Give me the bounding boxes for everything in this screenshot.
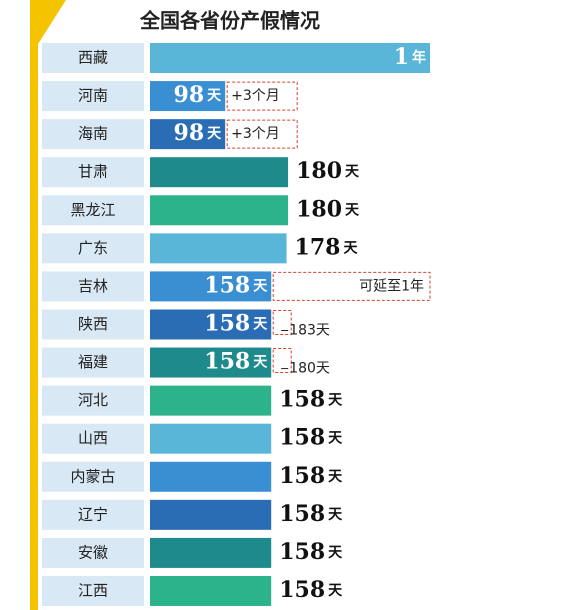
- note: 183天: [289, 322, 330, 338]
- note-box: [272, 309, 292, 335]
- category-box: [42, 347, 144, 378]
- category-box: [42, 575, 144, 606]
- note: +3个月: [231, 88, 280, 104]
- category-box: [42, 43, 144, 73]
- bar: [150, 271, 272, 302]
- note-box: [272, 348, 292, 374]
- note: +3个月: [231, 126, 280, 142]
- category-box: [42, 499, 144, 530]
- category-box: [42, 119, 144, 150]
- note-box: [226, 81, 298, 111]
- category-label: 安徽: [78, 543, 108, 561]
- chart-title: 全国各省份产假情况: [139, 9, 320, 33]
- category-box: [42, 195, 144, 226]
- bar: [150, 423, 272, 454]
- corner-triangle: [30, 0, 66, 44]
- category-label: 河南: [78, 87, 108, 105]
- category-box: [42, 233, 144, 264]
- category-box: [42, 461, 144, 492]
- category-label: 吉林: [78, 277, 108, 295]
- category-label: 内蒙古: [70, 467, 115, 485]
- note-box: [272, 271, 431, 301]
- note: 可延至1年: [359, 278, 424, 294]
- value-label: 98 天: [174, 120, 223, 146]
- value-label: 158 天: [279, 539, 343, 565]
- category-label: 甘肃: [78, 163, 108, 181]
- bar: [150, 347, 272, 378]
- value-label: 158 天: [279, 463, 343, 489]
- value-label: 180 天: [296, 196, 360, 222]
- category-box: [42, 157, 144, 188]
- category-label: 江西: [78, 581, 108, 599]
- bar: [150, 157, 289, 188]
- bar: [150, 119, 226, 150]
- category-label: 辽宁: [78, 505, 108, 523]
- note: 180天: [289, 361, 330, 377]
- value-label: 180 天: [296, 158, 360, 184]
- note-box: [226, 119, 298, 149]
- value-label: 158 天: [279, 425, 343, 451]
- value-label: 158 天: [279, 501, 343, 527]
- bar: [150, 461, 272, 492]
- category-label: 海南: [78, 125, 108, 143]
- bar: [150, 575, 272, 606]
- category-label: 广东: [78, 239, 108, 257]
- value-label: 158 天: [279, 577, 343, 603]
- value-label: 158 天: [204, 310, 268, 336]
- value-label: 98 天: [174, 82, 223, 108]
- bar: [150, 385, 272, 416]
- category-box: [42, 423, 144, 454]
- category-label: 西藏: [78, 49, 108, 67]
- bar: [150, 43, 430, 73]
- category-label: 陕西: [78, 315, 108, 333]
- category-label: 黑龙江: [70, 201, 115, 219]
- category-label: 山西: [78, 429, 108, 447]
- category-box: [42, 309, 144, 340]
- bar: [150, 195, 289, 226]
- category-label: 福建: [78, 353, 108, 371]
- category-box: [42, 537, 144, 568]
- value-label: 158 天: [279, 387, 343, 413]
- category-box: [42, 385, 144, 416]
- value-label: 178 天: [295, 234, 359, 260]
- bar: [150, 81, 226, 112]
- category-box: [42, 81, 144, 112]
- bar: [150, 309, 272, 340]
- side-strip: [30, 0, 38, 610]
- bar: [150, 499, 272, 530]
- category-label: 河北: [78, 391, 108, 409]
- bar: [150, 537, 272, 568]
- category-box: [42, 271, 144, 302]
- bar: [150, 233, 287, 264]
- value-label: 158 天: [204, 272, 268, 298]
- value-label: 158 天: [204, 349, 268, 375]
